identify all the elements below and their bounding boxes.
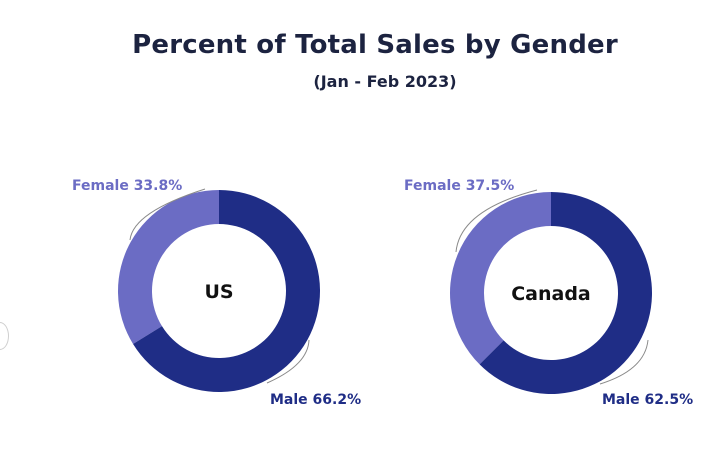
chart-title: Percent of Total Sales by Gender — [132, 30, 618, 60]
slice-label-canada-female: Female 37.5% — [404, 178, 514, 194]
chart-subtitle: (Jan - Feb 2023) — [313, 72, 457, 91]
donut-chart-canada: Canada Female 37.5% Male 62.5% — [404, 178, 693, 408]
slice-us-female — [117, 190, 219, 345]
leader-us-male — [266, 339, 310, 384]
leader-canada-male — [599, 339, 649, 385]
slice-canada-male — [479, 192, 652, 394]
slice-label-us-female: Female 33.8% — [72, 178, 182, 194]
donut-chart-us: US Female 33.8% Male 66.2% — [72, 178, 361, 408]
leader-us-female — [129, 188, 206, 241]
slice-label-us-male: Male 66.2% — [270, 392, 361, 408]
leader-canada-female — [455, 189, 538, 253]
center-label-canada: Canada — [511, 283, 591, 305]
slice-canada-female — [449, 192, 551, 365]
slice-us-male — [133, 190, 320, 392]
slice-label-canada-male: Male 62.5% — [602, 392, 693, 408]
center-label-us: US — [204, 281, 233, 303]
